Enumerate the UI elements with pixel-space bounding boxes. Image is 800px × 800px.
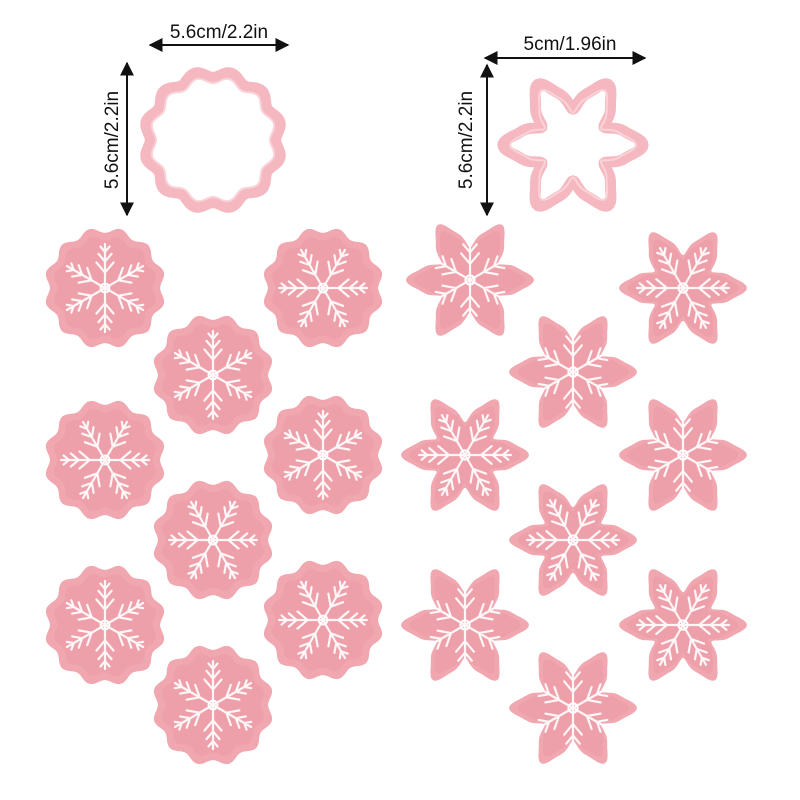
snowflake-pattern [525,498,621,582]
snowflake-pattern [65,579,145,671]
snowflake-center [317,449,329,461]
snowflake-center [677,449,689,461]
width-label: 5cm/1.96in [524,34,617,55]
snowflake-pattern [167,500,259,580]
snowflake-center [207,699,219,711]
snowflake-center [567,366,579,378]
snowflake-center [464,274,476,286]
cookie-cutter-inner [150,77,276,203]
snowflake-pattern [417,413,513,497]
snowflake-center [207,534,219,546]
snowflake-center [317,282,329,294]
snowflake-pattern [635,246,731,330]
snowflake-center [677,619,689,631]
snowflake-pattern [277,580,369,660]
snowflake-pattern [59,420,151,500]
width-label: 5.6cm/2.2in [170,22,268,43]
snowflake-center [99,282,111,294]
snowflake-center [677,282,689,294]
snowflake-pattern [277,248,369,328]
snowflake-center [459,449,471,461]
snowflake-center [207,369,219,381]
snowflake-center [567,534,579,546]
snowflake-pattern [641,407,725,503]
cookie-cutter [497,78,649,212]
snowflake-pattern [173,659,253,751]
cookie-cutter-inner [509,89,637,201]
cookie-cutter [140,67,286,213]
snowflake-center [99,454,111,466]
snowflake-center [99,619,111,631]
snowflake-center [459,619,471,631]
snowflake-center [317,614,329,626]
snowflake-pattern [65,242,145,334]
snowflake-pattern [423,577,507,673]
height-label: 5.6cm/2.2in [456,91,477,189]
snowflake-pattern [428,232,512,328]
snowflake-pattern [635,583,731,667]
snowflake-pattern [531,324,615,420]
snowflake-pattern [283,409,363,501]
snowflake-pattern [531,660,615,756]
height-label: 5.6cm/2.2in [102,91,123,189]
snowflake-pattern [173,329,253,421]
snowflake-center [567,702,579,714]
